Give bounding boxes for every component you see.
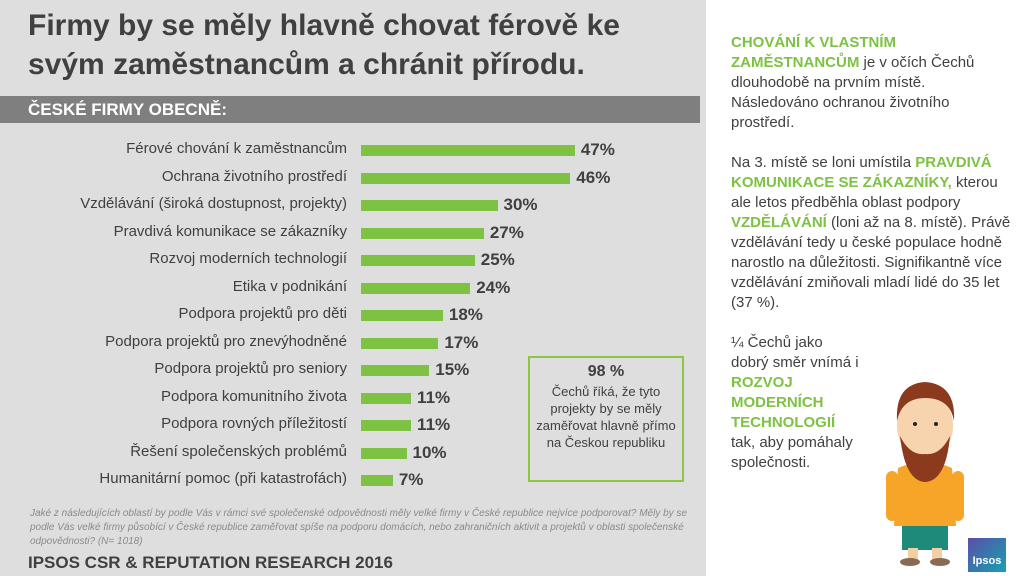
bar xyxy=(361,145,575,156)
source: IPSOS CSR & REPUTATION RESEARCH 2016 xyxy=(28,553,393,572)
text: tak, aby pomáhaly společnosti. xyxy=(731,434,853,471)
paragraph-3: ¼ Čechů jako dobrý směr vnímá i ROZVOJ M… xyxy=(731,333,861,473)
bar xyxy=(361,365,430,376)
callout-value: 98 % xyxy=(587,363,625,380)
category-label: Podpora rovných příležitostí xyxy=(161,415,347,432)
bar xyxy=(361,255,475,266)
highlight: ROZVOJ MODERNÍCH TECHNOLOGIÍ xyxy=(731,374,836,431)
text: je v očích Čechů dlouhodobě na prvním mí… xyxy=(731,54,975,131)
bar xyxy=(361,420,412,431)
highlight: PRAVDIVÁ KOMUNIKACE SE ZÁKAZNÍKY, xyxy=(731,154,992,191)
category-label: Ochrana životního prostředí xyxy=(161,167,347,185)
category-label: Pravdivá komunikace se zákazníky xyxy=(113,222,347,240)
highlight: VZDĚLÁVÁNÍ xyxy=(731,214,827,231)
commentary: CHOVÁNÍ K VLASTNÍM ZAMĚSTNANCŮM je v očí… xyxy=(731,33,1011,493)
footnote: Jaké z následujících oblastí by podle Vá… xyxy=(30,508,687,547)
value-label: 11% xyxy=(417,415,451,434)
category-label: Rozvoj moderních technologií xyxy=(149,250,347,267)
value-label: 27% xyxy=(489,222,524,242)
value-label: 47% xyxy=(580,140,615,159)
section-header: ČESKÉ FIRMY OBECNĚ: xyxy=(0,96,700,123)
bar-chart: Férové chování k zaměstnancům 47% Ochrana … xyxy=(0,136,706,496)
bar xyxy=(361,337,439,349)
category-label: Férové chování k zaměstnancům xyxy=(126,140,347,157)
bar xyxy=(361,310,443,321)
value-label: 46% xyxy=(576,167,611,187)
text: (loni až na 8. místě). Právě vzdělávání … xyxy=(731,214,1011,311)
value-label: 25% xyxy=(480,250,515,269)
bar xyxy=(361,392,412,404)
value-label: 18% xyxy=(448,305,483,324)
value-label: 11% xyxy=(417,387,451,407)
paragraph-1: CHOVÁNÍ K VLASTNÍM ZAMĚSTNANCŮM je v očí… xyxy=(731,33,1011,133)
category-label: Podpora komunitního života xyxy=(161,387,347,405)
value-label: 10% xyxy=(412,442,447,462)
category-label: Podpora projektů pro seniory xyxy=(154,360,347,377)
paragraph-2: Na 3. místě se loni umístila PRAVDIVÁ KO… xyxy=(731,153,1011,313)
highlight: CHOVÁNÍ K VLASTNÍM ZAMĚSTNANCŮM xyxy=(731,34,896,71)
bar xyxy=(361,172,571,184)
callout-box: 98 % Čechů říká, že tyto projekty by se … xyxy=(528,356,684,482)
category-label: Vzdělávání (široká dostupnost, projekty) xyxy=(80,195,347,212)
category-label: Etika v podnikání xyxy=(232,277,347,295)
value-label: 24% xyxy=(476,277,511,297)
callout-text: Čechů říká, že tyto projekty by se měly … xyxy=(536,384,676,450)
bar xyxy=(361,227,484,239)
category-label: Podpora projektů pro znevýhodněné xyxy=(105,332,347,350)
bar xyxy=(361,475,393,486)
page-title: Firmy by se měly hlavně chovat férově ke… xyxy=(28,9,620,81)
bar xyxy=(361,282,471,294)
text: kterou ale letos předběhla oblast podpor… xyxy=(731,174,998,211)
chart-panel: Firmy by se měly hlavně chovat férově ke… xyxy=(0,0,706,576)
value-label: 15% xyxy=(435,360,470,379)
category-label: Humanitární pomoc (při katastrofách) xyxy=(99,470,347,487)
text: ¼ Čechů jako dobrý směr vnímá i xyxy=(731,334,859,371)
bar xyxy=(361,447,407,459)
text: Na 3. místě se loni umístila xyxy=(731,154,916,171)
ipsos-logo: Ipsos xyxy=(968,538,1006,572)
category-label: Podpora projektů pro děti xyxy=(178,305,347,322)
value-label: 7% xyxy=(398,470,424,489)
bar xyxy=(361,200,498,211)
value-label: 17% xyxy=(444,332,479,352)
category-label: Řešení společenských problémů xyxy=(130,442,347,460)
bearded-man-illustration xyxy=(886,382,964,566)
value-label: 30% xyxy=(503,195,538,214)
